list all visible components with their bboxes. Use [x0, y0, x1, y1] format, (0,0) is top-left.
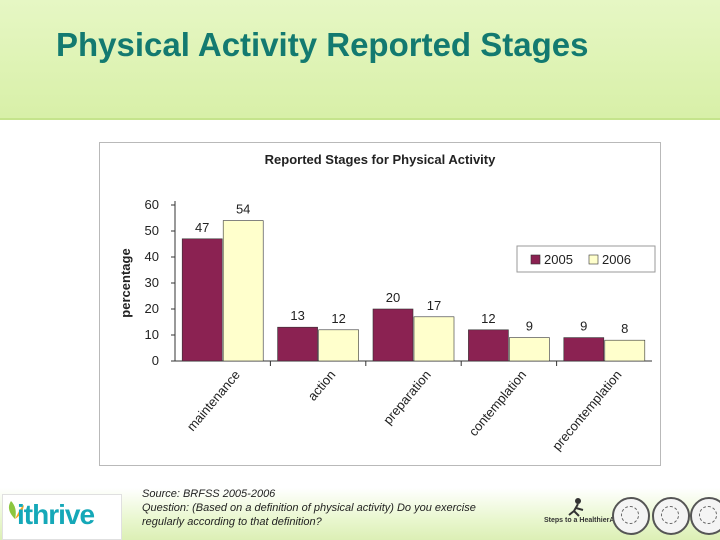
logo-text: ithrive	[17, 499, 95, 530]
x-tick-label: preparation	[380, 367, 434, 427]
data-label: 47	[195, 220, 209, 235]
legend-label-2005: 2005	[544, 252, 573, 267]
legend-swatch-2005	[530, 254, 541, 265]
city-seal-icon	[612, 497, 650, 535]
bar-2006-action	[318, 329, 359, 362]
bar-2005-contemplation	[468, 329, 509, 362]
y-tick-label: 20	[145, 301, 159, 316]
y-tick-label: 0	[152, 353, 159, 368]
x-tick-label: maintenance	[184, 367, 243, 434]
y-tick-label: 60	[145, 197, 159, 212]
slide-title: Physical Activity Reported Stages	[56, 26, 589, 63]
legend-swatch-2006	[588, 254, 599, 265]
leaf-icon	[8, 501, 24, 519]
question-line-2: regularly according to that definition?	[142, 516, 322, 528]
data-label: 9	[526, 319, 533, 334]
legend-label-2006: 2006	[602, 252, 631, 267]
bar-2006-preparation	[413, 316, 455, 362]
bar-2005-preparation	[372, 308, 414, 362]
x-tick-label: contemplation	[466, 367, 530, 439]
data-label: 8	[621, 321, 628, 336]
y-axis-label: percentage	[118, 248, 133, 317]
bar-2005-action	[277, 326, 318, 362]
source-line: Source: BRFSS 2005-2006	[142, 488, 276, 500]
data-label: 12	[481, 311, 495, 326]
y-tick-label: 30	[145, 275, 159, 290]
x-tick-label: action	[305, 367, 339, 403]
bar-2006-contemplation	[509, 337, 550, 362]
y-tick-label: 10	[145, 327, 159, 342]
question-line-1: Question: (Based on a definition of phys…	[142, 502, 476, 514]
bar-chart: Reported Stages for Physical Activity per…	[118, 152, 656, 453]
data-label: 13	[290, 308, 304, 323]
x-tick-label: precontemplation	[549, 367, 625, 453]
steps-logo: Steps to a HealthierAUSTIN	[540, 497, 635, 533]
runner-icon	[568, 498, 584, 517]
data-label: 17	[427, 298, 441, 313]
bar-2005-maintenance	[181, 238, 223, 362]
bar-2005-precontemplation	[563, 337, 605, 362]
county-seal-icon	[652, 497, 690, 535]
y-tick-label: 40	[145, 249, 159, 264]
data-label: 12	[331, 311, 345, 326]
bar-2006-maintenance	[222, 220, 264, 362]
chart-title: Reported Stages for Physical Activity	[265, 152, 496, 167]
bar-2006-precontemplation	[604, 339, 646, 362]
title-banner: Physical Activity Reported Stages	[0, 0, 720, 120]
state-seal-icon	[690, 497, 720, 535]
data-label: 54	[236, 202, 250, 217]
y-tick-label: 50	[145, 223, 159, 238]
ithrive-logo: ithrive	[2, 494, 122, 540]
chart-frame: Reported Stages for Physical Activity per…	[99, 142, 661, 466]
steps-logo-text: Steps to a HealthierAUSTIN	[544, 517, 636, 524]
data-label: 20	[386, 290, 400, 305]
data-label: 9	[580, 319, 587, 334]
source-note: Source: BRFSS 2005-2006 Question: (Based…	[142, 487, 522, 529]
